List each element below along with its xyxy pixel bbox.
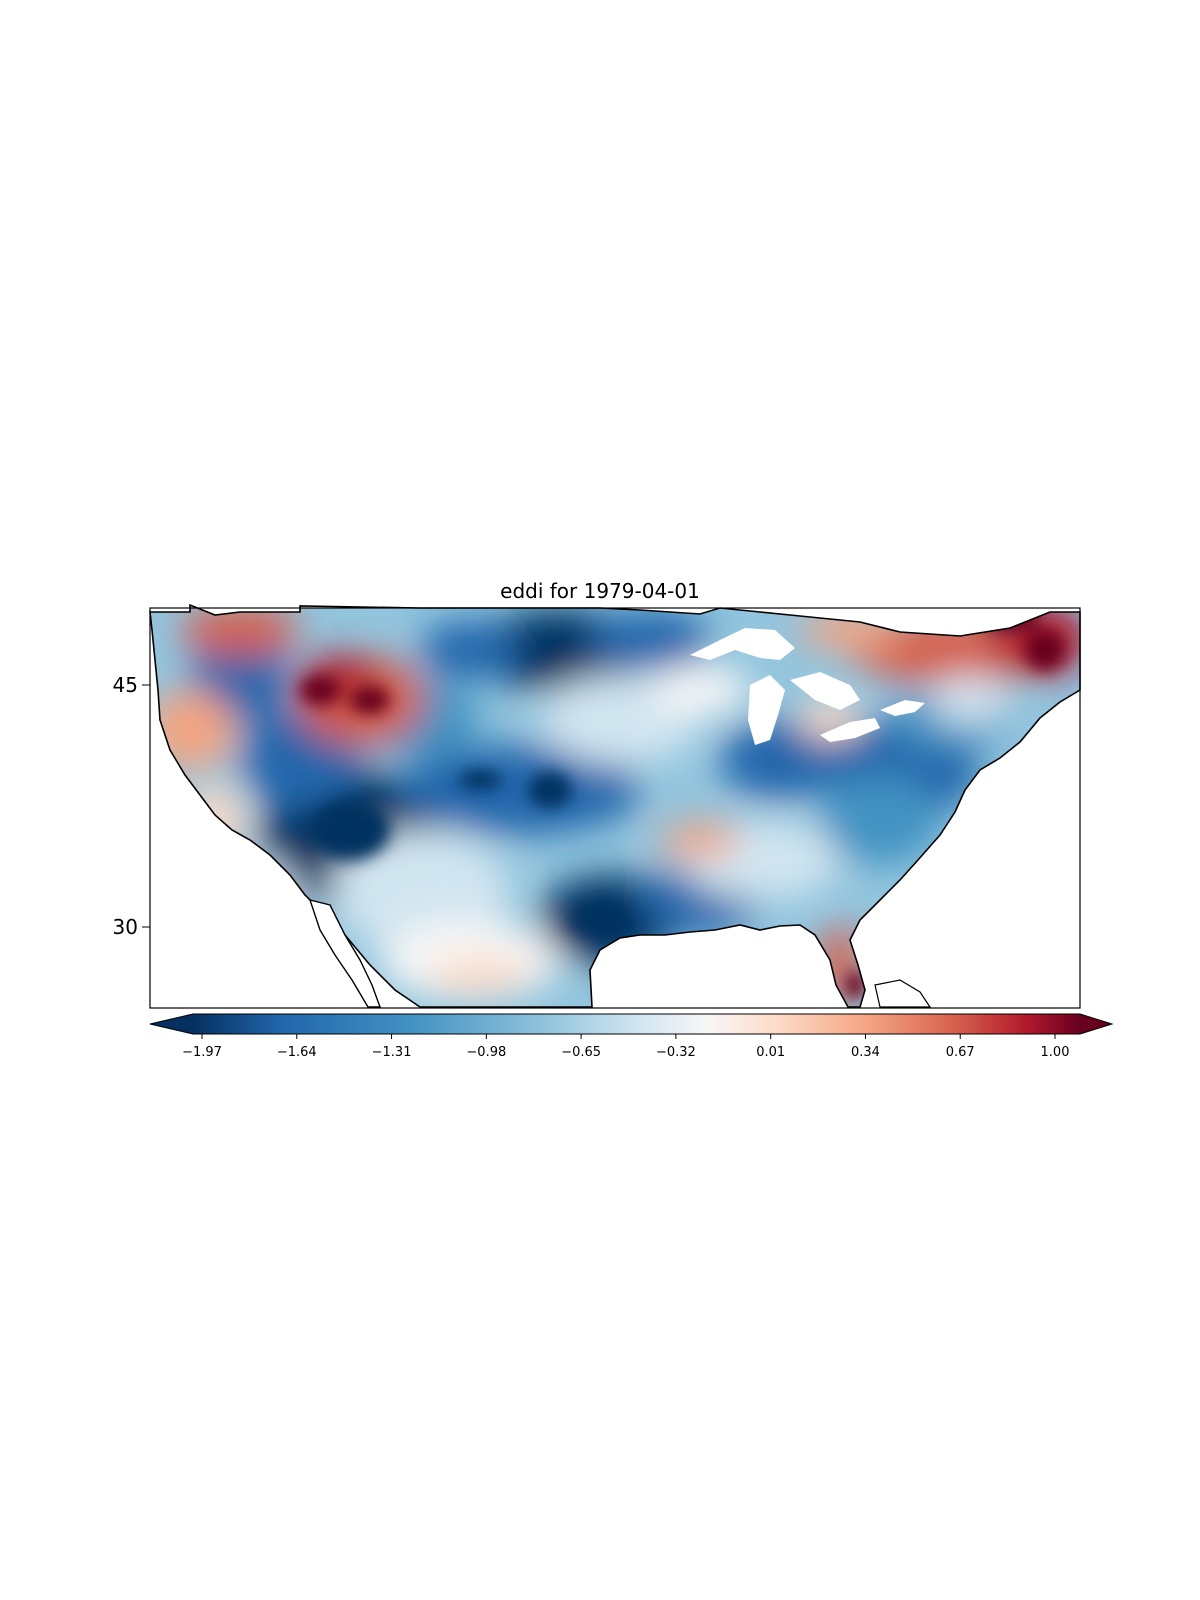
eddi-map-field [150, 605, 1080, 1007]
lat-axis: 45 30 [113, 673, 150, 939]
colorbar-tick-label: 0.67 [946, 1045, 975, 1060]
colorbar-tick-label: −1.97 [182, 1045, 222, 1060]
cuba-coastline [874, 979, 932, 1008]
colorbar-tick-label: 0.34 [851, 1045, 880, 1060]
colorbar-tick-label: 1.00 [1041, 1045, 1070, 1060]
colorbar-extend-high [1080, 1014, 1112, 1034]
colorbar-tick-label: −0.98 [466, 1045, 506, 1060]
colorbar-extend-low [150, 1014, 193, 1034]
lat-tick-label-45: 45 [113, 673, 138, 697]
colorbar-tick-label: −0.32 [656, 1045, 696, 1060]
colorbar-tick-label: −1.64 [277, 1045, 317, 1060]
great-lakes-mask [690, 628, 925, 745]
colorbar-tick-label: 0.01 [756, 1045, 785, 1060]
map-title: eddi for 1979-04-01 [500, 579, 700, 603]
colorbar-ticks: −1.97 −1.64 −1.31 −0.98 −0.65 −0.32 0.01 0.34 0.… [182, 1034, 1069, 1060]
lat-tick-label-30: 30 [113, 915, 138, 939]
colorbar-tick-label: −0.65 [561, 1045, 601, 1060]
baja-coastline [308, 899, 381, 1008]
colorbar-tick-label: −1.31 [372, 1045, 412, 1060]
colorbar-outline [149, 1013, 1114, 1035]
map-frame [149, 607, 1081, 1009]
colorbar: −1.97 −1.64 −1.31 −0.98 −0.65 −0.32 0.01 0.34 0.… [149, 1013, 1114, 1060]
colorbar-body [193, 1014, 1080, 1034]
